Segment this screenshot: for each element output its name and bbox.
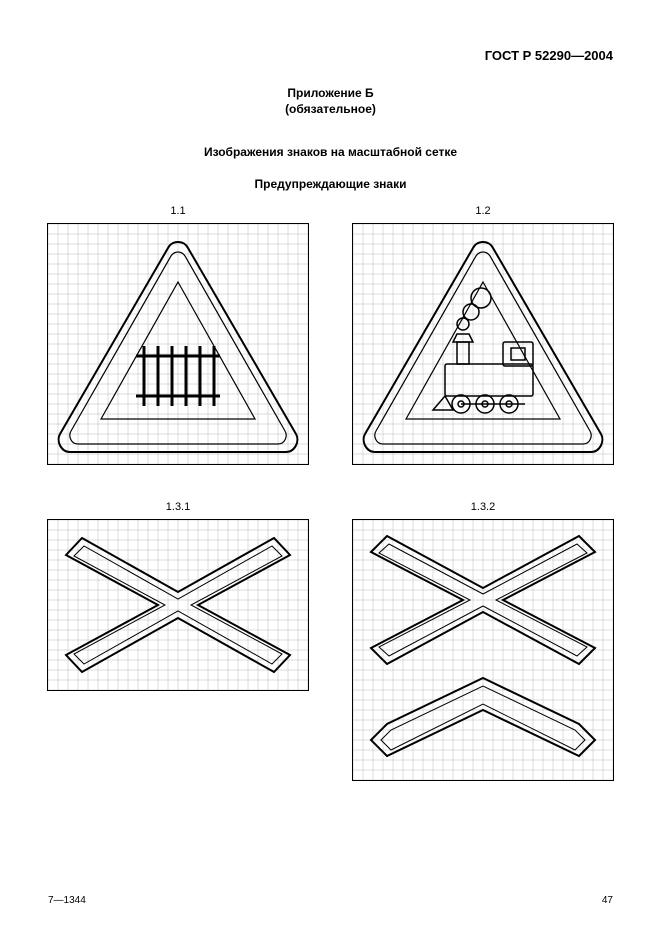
footer-left: 7—1344	[48, 895, 86, 906]
sign-1-3-1-svg	[47, 519, 309, 691]
sign-1-3-2-svg	[352, 519, 614, 781]
appendix-header: Приложение Б (обязательное)	[48, 85, 613, 117]
subsection-title: Предупреждающие знаки	[48, 177, 613, 191]
appendix-label: Приложение Б	[287, 86, 373, 100]
figure-row-2: 1.3.1 1.3.2	[48, 501, 613, 781]
grid	[48, 224, 308, 464]
sign-1-1-svg	[47, 223, 309, 465]
document-code: ГОСТ Р 52290—2004	[48, 48, 613, 63]
figure-1-3-2: 1.3.2	[353, 501, 613, 781]
page: ГОСТ Р 52290—2004 Приложение Б (обязател…	[0, 0, 661, 936]
page-footer: 7—1344 47	[48, 895, 613, 906]
figure-label: 1.2	[475, 205, 490, 217]
page-number: 47	[602, 895, 613, 906]
appendix-type: (обязательное)	[285, 102, 376, 116]
grid	[353, 224, 613, 464]
figure-label: 1.3.2	[471, 501, 495, 513]
sign-1-2-svg	[352, 223, 614, 465]
figure-1-3-1: 1.3.1	[48, 501, 308, 781]
figure-1-2: 1.2	[353, 205, 613, 465]
figure-1-1: 1.1	[48, 205, 308, 465]
grid	[48, 520, 308, 690]
grid	[353, 520, 613, 780]
figure-label: 1.1	[170, 205, 185, 217]
figure-label: 1.3.1	[166, 501, 190, 513]
section-title: Изображения знаков на масштабной сетке	[48, 145, 613, 159]
figure-row-1: 1.1 1.2	[48, 205, 613, 465]
